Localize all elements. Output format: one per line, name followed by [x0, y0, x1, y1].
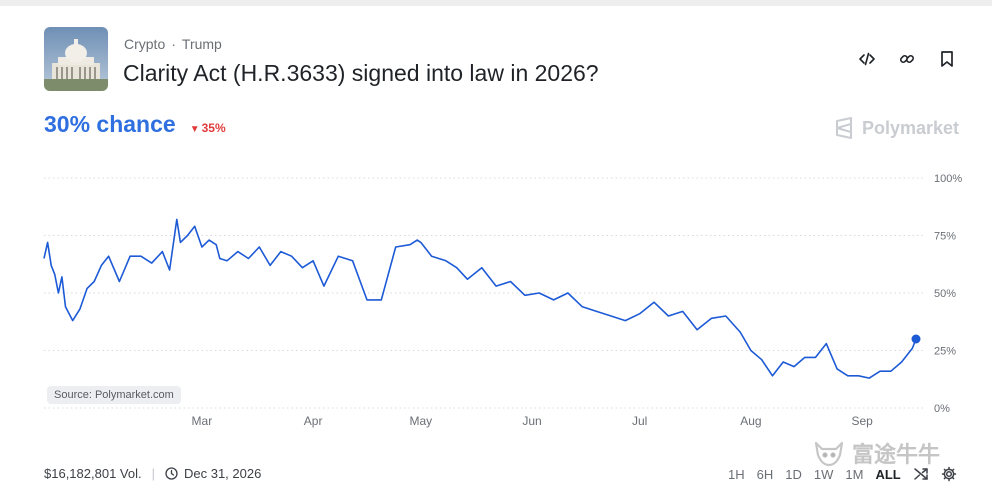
breadcrumb-crypto[interactable]: Crypto — [124, 36, 165, 52]
down-arrow-icon: ▼ — [190, 124, 200, 135]
market-actions — [856, 48, 958, 70]
footer-divider: | — [152, 466, 155, 481]
y-tick-label: 0% — [934, 403, 950, 415]
clock-icon — [165, 467, 178, 480]
y-tick-label: 50% — [934, 288, 956, 300]
range-1h[interactable]: 1H — [728, 467, 745, 482]
end-date: Dec 31, 2026 — [184, 466, 261, 481]
x-axis-labels: Mar Apr May Jun Jul Aug Sep — [192, 414, 874, 428]
chance-value: 30% chance — [44, 111, 176, 138]
polymarket-logo: Polymarket — [834, 117, 959, 139]
watermark-text: 富途牛牛 — [852, 437, 940, 469]
y-tick-label: 25% — [934, 346, 956, 358]
series-points — [44, 219, 916, 378]
gear-icon — [941, 466, 957, 482]
polymarket-icon — [834, 117, 854, 139]
y-tick-label: 100% — [934, 173, 962, 185]
embed-button[interactable] — [856, 48, 878, 70]
breadcrumb-separator: · — [171, 36, 176, 52]
top-bar — [0, 0, 992, 6]
watermark: 富途牛牛 — [812, 437, 940, 469]
x-tick-label: Apr — [304, 414, 323, 428]
x-tick-label: Jul — [632, 414, 647, 428]
embed-icon — [858, 50, 876, 68]
range-1d[interactable]: 1D — [785, 467, 802, 482]
brand-name: Polymarket — [862, 118, 959, 139]
source-label: Source: Polymarket.com — [47, 386, 181, 404]
y-tick-label: 75% — [934, 231, 956, 243]
copy-link-button[interactable] — [896, 48, 918, 70]
market-footer: $16,182,801 Vol. | Dec 31, 2026 — [44, 466, 261, 481]
settings-button[interactable] — [941, 466, 957, 482]
market-thumbnail — [44, 27, 108, 91]
breadcrumb: Crypto · Trump — [124, 36, 222, 52]
y-axis-labels: 100% 75% 50% 25% 0% — [934, 173, 962, 415]
x-tick-label: Mar — [192, 414, 213, 428]
range-6h[interactable]: 6H — [757, 467, 774, 482]
change-value: 35% — [202, 121, 226, 135]
change-badge: ▼ 35% — [190, 121, 226, 135]
current-price-marker — [912, 335, 921, 344]
chance-row: 30% chance ▼ 35% — [44, 111, 226, 138]
x-tick-label: May — [409, 414, 432, 428]
volume: $16,182,801 Vol. — [44, 466, 142, 481]
x-tick-label: Sep — [851, 414, 873, 428]
bookmark-button[interactable] — [936, 48, 958, 70]
bull-logo-icon — [812, 437, 846, 469]
bookmark-icon — [939, 50, 955, 68]
market-title: Clarity Act (H.R.3633) signed into law i… — [123, 60, 599, 87]
x-tick-label: Aug — [740, 414, 761, 428]
series-line — [44, 219, 916, 378]
chart-grid — [44, 178, 926, 408]
x-tick-label: Jun — [522, 414, 541, 428]
link-icon — [898, 50, 916, 68]
breadcrumb-trump[interactable]: Trump — [182, 36, 222, 52]
